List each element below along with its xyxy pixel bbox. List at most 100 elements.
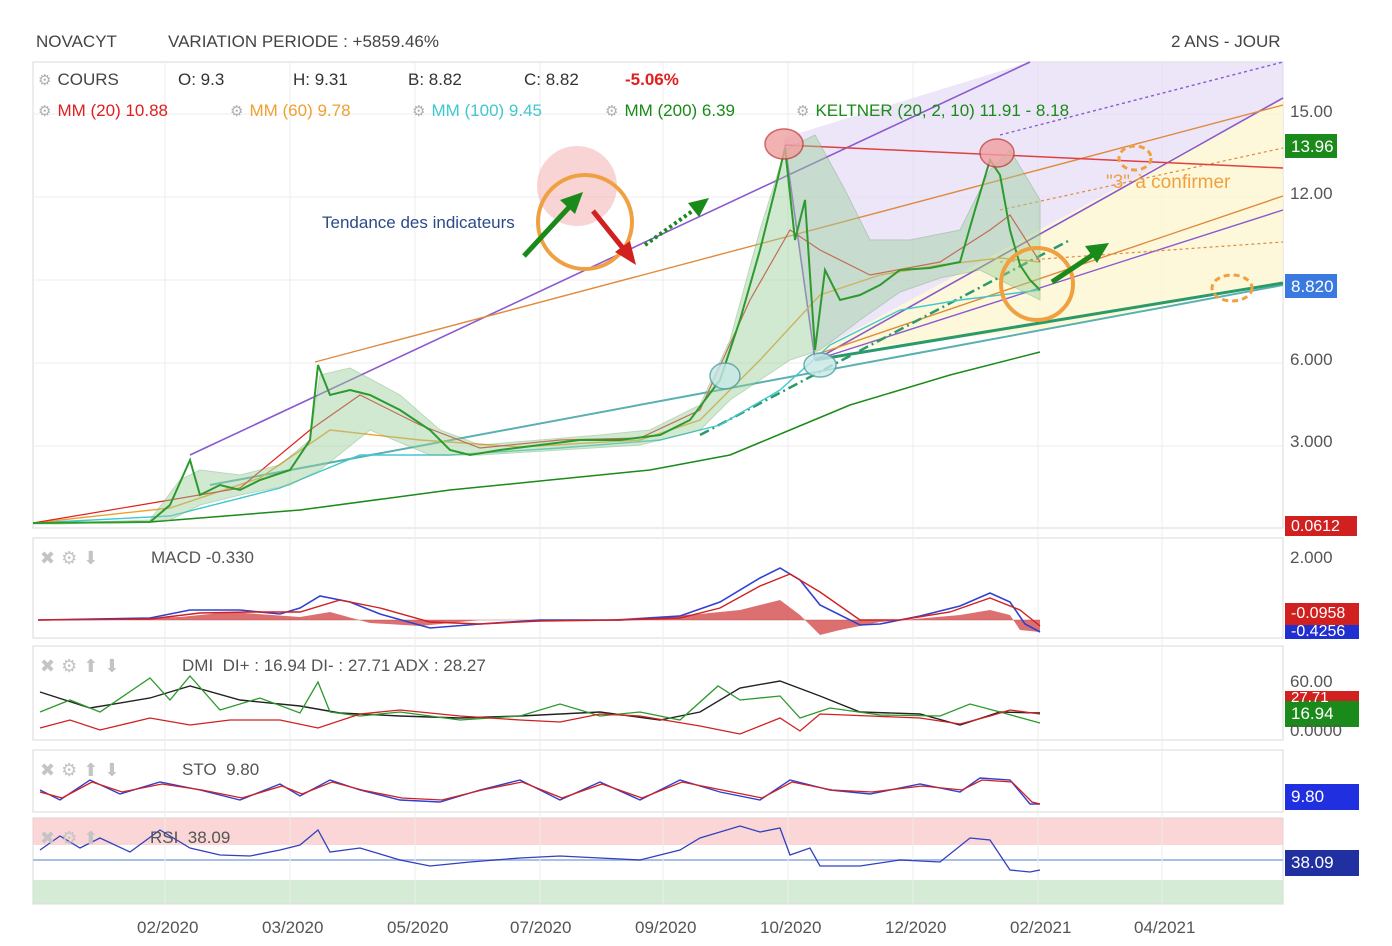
sto-d-line bbox=[39, 779, 1041, 805]
mm200-legend: ⚙ MM (200) 6.39 bbox=[605, 101, 735, 121]
confirm-circle-2 bbox=[1210, 273, 1254, 303]
gear-icon[interactable]: ⚙ bbox=[796, 103, 810, 120]
upper-channel-fill bbox=[783, 62, 1283, 352]
x-tick: 10/2020 bbox=[760, 918, 822, 937]
quote-legend: ⚙ COURS bbox=[38, 70, 119, 90]
macd-title: MACD -0.330 bbox=[151, 548, 254, 568]
dmi-y-tick: 0.0000 bbox=[1290, 724, 1342, 738]
mm100-label: MM (100) bbox=[431, 101, 505, 120]
arrow-up-icon[interactable]: ⬆ bbox=[83, 760, 105, 780]
indicator-bubble bbox=[537, 146, 617, 226]
y-tick: 6.000 bbox=[1290, 350, 1333, 369]
x-tick: 04/2021 bbox=[1134, 918, 1196, 937]
top-circle-1 bbox=[764, 128, 804, 160]
high-value: H: 9.31 bbox=[293, 70, 348, 89]
mm60-legend: ⚙ MM (60) 9.78 bbox=[230, 101, 351, 121]
mm60-value: 9.78 bbox=[317, 101, 351, 120]
period-selector[interactable]: 2 ANS - JOUR bbox=[1171, 32, 1281, 51]
rsi-oversold-zone bbox=[33, 880, 1283, 904]
change-value: -5.06% bbox=[625, 70, 679, 89]
rsi-label: RSI bbox=[150, 828, 179, 847]
x-tick: 09/2020 bbox=[635, 918, 697, 937]
x-tick: 03/2020 bbox=[262, 918, 324, 937]
current-circle bbox=[999, 246, 1075, 322]
mm200-label: MM (200) bbox=[624, 101, 698, 120]
dmi-panel bbox=[32, 645, 1284, 741]
close-value: C: 8.82 bbox=[524, 70, 579, 89]
x-tick: 02/2020 bbox=[137, 918, 199, 937]
gear-icon[interactable]: ⚙ bbox=[61, 656, 84, 676]
gear-icon[interactable]: ⚙ bbox=[61, 548, 84, 568]
last-price-tag: 8.820 bbox=[1291, 277, 1334, 296]
x-tick: 05/2020 bbox=[387, 918, 449, 937]
support-circle-2 bbox=[803, 352, 837, 378]
variation-label: VARIATION PERIODE : +5859.46% bbox=[168, 32, 440, 51]
gear-icon[interactable]: ⚙ bbox=[38, 103, 52, 120]
gear-icon[interactable]: ⚙ bbox=[61, 828, 84, 848]
close-icon[interactable]: ✖ bbox=[40, 828, 62, 848]
close-icon[interactable]: ✖ bbox=[40, 548, 62, 568]
gear-icon[interactable]: ⚙ bbox=[38, 72, 52, 89]
macd-tag-signal: -0.0958 bbox=[1291, 605, 1346, 622]
arrow-down-icon[interactable]: ⬇ bbox=[104, 656, 126, 676]
rsi-line bbox=[39, 825, 1041, 873]
y-tick: 3.000 bbox=[1290, 432, 1333, 451]
top-circle-2 bbox=[979, 138, 1015, 168]
sto-label: STO bbox=[182, 760, 217, 779]
rsi-overbought-zone bbox=[33, 818, 1283, 845]
keltner-legend: ⚙ KELTNER (20, 2, 10) 11.91 - 8.18 bbox=[796, 101, 1069, 121]
arrow-down-icon[interactable]: ⬇ bbox=[83, 548, 105, 568]
rsi-value: 38.09 bbox=[187, 828, 231, 847]
dmi-title: DMI DI+ : 16.94 DI- : 27.71 ADX : 28.27 bbox=[182, 656, 486, 676]
dmi-tag-plus: 16.94 bbox=[1291, 704, 1334, 723]
price-line bbox=[32, 147, 1041, 524]
gear-icon[interactable]: ⚙ bbox=[412, 103, 426, 120]
macd-y-tick: 2.000 bbox=[1290, 548, 1333, 567]
close-icon[interactable]: ✖ bbox=[40, 760, 62, 780]
arrow-down-icon[interactable]: ⬇ bbox=[104, 760, 126, 780]
keltner-label: KELTNER (20, 2, 10) bbox=[815, 101, 975, 120]
x-tick: 02/2021 bbox=[1010, 918, 1072, 937]
macd-signal bbox=[37, 573, 1041, 627]
mm20-label: MM (20) bbox=[57, 101, 121, 120]
arrow-up-icon[interactable]: ⬆ bbox=[83, 656, 105, 676]
vertical-gridlines bbox=[164, 62, 1163, 904]
sto-tag: 9.80 bbox=[1291, 787, 1325, 806]
mm100-legend: ⚙ MM (100) 9.45 bbox=[412, 101, 542, 121]
di-minus-line bbox=[39, 709, 1041, 735]
adx-line bbox=[39, 680, 1041, 726]
arrow-up-icon[interactable]: ⬆ bbox=[83, 828, 105, 848]
rsi-tag: 38.09 bbox=[1291, 853, 1334, 872]
rsi-title: RSI 38.09 bbox=[150, 828, 230, 848]
gear-icon[interactable]: ⚙ bbox=[61, 760, 84, 780]
y-tick: 15.00 bbox=[1290, 102, 1333, 121]
dmi-label: DMI bbox=[182, 656, 214, 675]
sto-value: 9.80 bbox=[226, 760, 260, 779]
low-value: B: 8.82 bbox=[408, 70, 462, 89]
gear-icon[interactable]: ⚙ bbox=[230, 103, 244, 120]
dmi-value: DI+ : 16.94 DI- : 27.71 ADX : 28.27 bbox=[222, 656, 486, 675]
confirm-annotation: "3" à confirmer bbox=[1106, 172, 1231, 193]
macd-tag-line: -0.4256 bbox=[1291, 624, 1346, 640]
macd-histogram bbox=[38, 600, 1040, 635]
support-circle-1 bbox=[709, 362, 741, 390]
keltner-value: 11.91 - 8.18 bbox=[979, 101, 1070, 120]
gear-icon[interactable]: ⚙ bbox=[605, 103, 619, 120]
lower-channel-fill bbox=[815, 98, 1283, 352]
close-icon[interactable]: ✖ bbox=[40, 656, 62, 676]
sto-panel bbox=[32, 749, 1284, 813]
di-plus-line bbox=[39, 675, 1041, 724]
ticker-label: NOVACYT bbox=[36, 32, 117, 51]
mm20-legend: ⚙ MM (20) 10.88 bbox=[38, 101, 168, 121]
indicator-arrows bbox=[522, 192, 1109, 285]
rsi-toolbar: ✖⚙⬆ bbox=[40, 828, 104, 849]
mm100-line bbox=[32, 289, 1041, 524]
low-price-tag: 0.0612 bbox=[1291, 518, 1340, 535]
macd-value: -0.330 bbox=[205, 548, 254, 567]
macd-toolbar: ✖⚙⬇ bbox=[40, 548, 104, 569]
open-value: O: 9.3 bbox=[178, 70, 225, 89]
mm60-label: MM (60) bbox=[249, 101, 313, 120]
mm200-line bbox=[32, 351, 1041, 524]
macd-panel bbox=[32, 537, 1284, 639]
